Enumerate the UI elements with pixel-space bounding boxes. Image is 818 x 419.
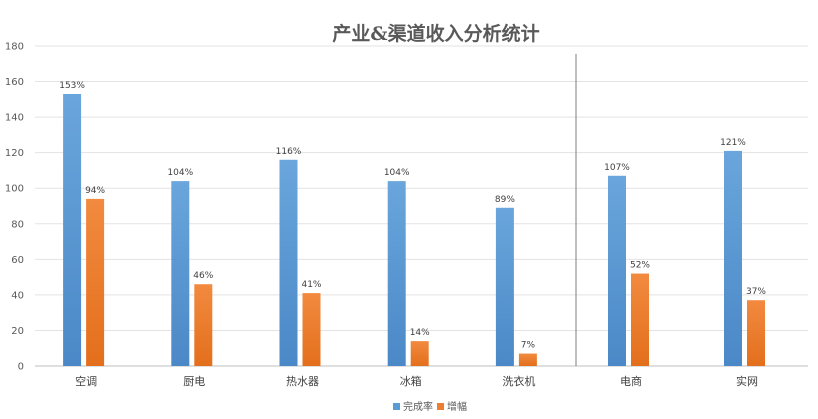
data-label: 104%: [167, 168, 193, 178]
gridlines: [35, 45, 808, 367]
y-tick-label: 40: [11, 290, 24, 301]
y-tick-label: 100: [5, 184, 24, 195]
data-label: 116%: [276, 147, 302, 157]
bar-completion: [387, 181, 406, 366]
y-tick-label: 80: [11, 219, 24, 230]
legend-label: 增幅: [447, 400, 467, 413]
category-label: 洗衣机: [502, 374, 535, 388]
bar-completion: [608, 175, 626, 366]
category-label: 空调: [75, 374, 97, 388]
legend-swatch: [437, 403, 444, 410]
data-label: 52%: [630, 261, 650, 271]
category-label: 冰箱: [400, 374, 422, 388]
y-tick-label: 20: [11, 326, 24, 337]
bar-completion: [279, 159, 298, 366]
data-label: 107%: [604, 163, 630, 173]
legend: 完成率 增幅: [393, 400, 467, 413]
data-label: 37%: [746, 287, 766, 297]
data-label: 41%: [301, 280, 321, 290]
data-label: 94%: [85, 186, 105, 196]
chart-title: 产业&渠道收入分析统计: [332, 22, 539, 45]
data-labels: 153% 104% 116% 104% 89% 107% 121% 94% 46% 41% 14% 7…: [59, 81, 766, 351]
data-label: 153%: [59, 81, 85, 91]
legend-swatch: [393, 403, 400, 410]
bar-growth: [518, 353, 537, 366]
y-axis: 0 20 40 60 80 100 120 140 160 180: [5, 42, 24, 373]
data-label: 89%: [495, 195, 515, 205]
y-tick-label: 0: [18, 362, 24, 373]
bar-completion: [495, 207, 514, 366]
y-tick-label: 180: [5, 42, 24, 53]
bar-growth: [631, 273, 649, 366]
bars: [63, 94, 765, 366]
bar-growth: [302, 293, 321, 366]
y-tick-label: 120: [5, 148, 24, 159]
category-label: 电商: [620, 374, 642, 388]
category-label: 厨电: [183, 375, 205, 388]
data-label: 104%: [384, 168, 410, 178]
bar-growth: [86, 198, 105, 366]
y-tick-label: 140: [5, 113, 24, 124]
bar-growth: [410, 341, 429, 366]
bar-growth: [194, 284, 213, 366]
data-label: 121%: [720, 138, 746, 148]
category-label: 实网: [736, 374, 758, 388]
x-axis: 空调 厨电 热水器 冰箱 洗衣机 电商 实网: [75, 374, 758, 388]
data-label: 7%: [521, 341, 536, 351]
bar-completion: [171, 181, 190, 366]
y-tick-label: 160: [5, 77, 24, 88]
legend-label: 完成率: [403, 400, 433, 413]
category-label: 热水器: [286, 375, 319, 388]
data-label: 14%: [410, 328, 430, 338]
y-tick-label: 60: [11, 255, 24, 266]
bar-growth: [747, 300, 765, 366]
data-label: 46%: [193, 271, 213, 281]
bar-completion: [724, 150, 742, 366]
bar-completion: [63, 94, 82, 366]
